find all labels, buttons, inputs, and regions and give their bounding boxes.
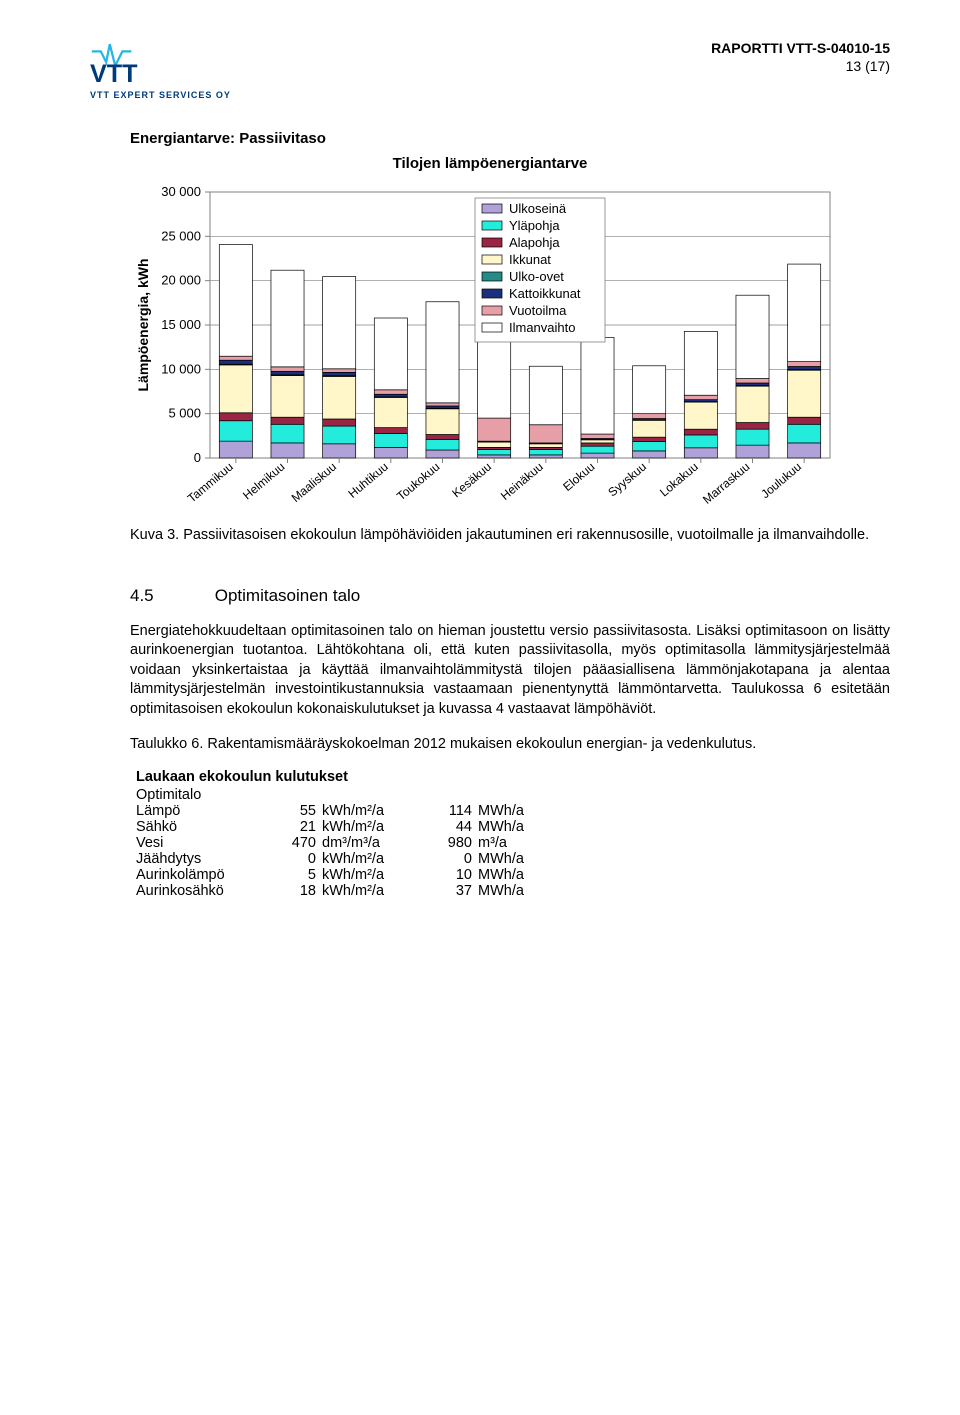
row-label: Aurinkosähkö [136,883,266,899]
svg-text:5 000: 5 000 [168,406,201,421]
svg-text:30 000: 30 000 [161,184,201,199]
svg-text:Maaliskuu: Maaliskuu [289,460,339,505]
table-title: Laukaan ekokoulun kulutukset [136,769,890,785]
table-row: Aurinkolämpö5kWh/m²/a10MWh/a [136,867,890,883]
svg-text:Toukokuu: Toukokuu [394,460,442,504]
page-number: 13 (17) [711,58,890,74]
row-value-2: 44 [412,819,472,835]
row-unit-2: MWh/a [472,851,558,867]
svg-text:Vuotoilma: Vuotoilma [509,303,567,318]
row-value-1: 5 [266,867,316,883]
row-unit-1: kWh/m²/a [316,867,412,883]
heading-number: 4.5 [130,586,210,606]
table-row: Aurinkosähkö18kWh/m²/a37MWh/a [136,883,890,899]
row-unit-1: kWh/m²/a [316,851,412,867]
svg-text:Heinäkuu: Heinäkuu [498,460,546,503]
figure-caption: Kuva 3. Passiivitasoisen ekokoulun lämpö… [130,526,890,546]
row-value-2: 10 [412,867,472,883]
svg-text:Alapohja: Alapohja [509,235,560,250]
row-label: Vesi [136,835,266,851]
paragraph-1: Energiatehokkuudeltaan optimitasoinen ta… [130,622,890,720]
logo-icon: VTT [90,40,180,88]
table-row: Lämpö55kWh/m²/a114MWh/a [136,803,890,819]
row-unit-1: kWh/m²/a [316,803,412,819]
svg-text:Yläpohja: Yläpohja [509,218,560,233]
report-id: RAPORTTI VTT-S-04010-15 [711,40,890,56]
svg-text:Ulkoseinä: Ulkoseinä [509,201,567,216]
svg-text:20 000: 20 000 [161,273,201,288]
row-unit-1: dm³/m³/a [316,835,412,851]
row-label: Lämpö [136,803,266,819]
row-value-1: 55 [266,803,316,819]
consumption-table: Laukaan ekokoulun kulutukset Optimitalo … [136,769,890,899]
table-row: Sähkö21kWh/m²/a44MWh/a [136,819,890,835]
header-right: RAPORTTI VTT-S-04010-15 13 (17) [711,40,890,74]
row-unit-1: kWh/m²/a [316,883,412,899]
row-unit-2: m³/a [472,835,558,851]
row-unit-1: kWh/m²/a [316,819,412,835]
heading-title: Optimitasoinen talo [215,586,361,605]
row-label: Sähkö [136,819,266,835]
svg-text:25 000: 25 000 [161,228,201,243]
row-unit-2: MWh/a [472,867,558,883]
svg-text:0: 0 [194,450,201,465]
svg-text:Kattoikkunat: Kattoikkunat [509,286,581,301]
svg-text:Helmikuu: Helmikuu [240,460,287,503]
table-subtitle: Optimitalo [136,787,890,803]
chart-svg: 0 5 000 10 000 15 000 20 000 25 000 30 000 Lämp… [130,178,850,508]
svg-text:Joulukuu: Joulukuu [758,460,804,502]
row-value-2: 980 [412,835,472,851]
svg-text:Lokakuu: Lokakuu [657,460,701,500]
svg-text:Syyskuu: Syyskuu [605,460,649,500]
svg-text:Ulko-ovet: Ulko-ovet [509,269,564,284]
chart-title: Tilojen lämpöenergiantarve [90,155,890,172]
svg-text:Lämpöenergia, kWh: Lämpöenergia, kWh [135,258,151,391]
row-label: Aurinkolämpö [136,867,266,883]
row-value-1: 470 [266,835,316,851]
svg-text:VTT: VTT [90,60,138,88]
logo-subtitle: VTT EXPERT SERVICES OY [90,90,231,100]
row-value-2: 0 [412,851,472,867]
page-header: VTT VTT EXPERT SERVICES OY RAPORTTI VTT-… [90,40,890,100]
row-value-1: 0 [266,851,316,867]
bar-chart: 0 5 000 10 000 15 000 20 000 25 000 30 000 Lämp… [130,178,890,508]
table-row: Jäähdytys0kWh/m²/a0MWh/a [136,851,890,867]
svg-text:Huhtikuu: Huhtikuu [345,460,390,501]
row-value-2: 114 [412,803,472,819]
section-title: Energiantarve: Passiivitaso [130,130,890,147]
row-unit-2: MWh/a [472,819,558,835]
row-unit-2: MWh/a [472,803,558,819]
svg-text:10 000: 10 000 [161,361,201,376]
row-unit-2: MWh/a [472,883,558,899]
svg-text:Elokuu: Elokuu [560,460,597,494]
row-value-1: 18 [266,883,316,899]
svg-text:Ilmanvaihto: Ilmanvaihto [509,320,575,335]
svg-text:Marraskuu: Marraskuu [700,460,752,507]
table-row: Vesi470dm³/m³/a980m³/a [136,835,890,851]
heading-4-5: 4.5 Optimitasoinen talo [130,586,890,606]
row-value-2: 37 [412,883,472,899]
row-label: Jäähdytys [136,851,266,867]
svg-text:15 000: 15 000 [161,317,201,332]
svg-text:Kesäkuu: Kesäkuu [449,460,494,501]
row-value-1: 21 [266,819,316,835]
svg-text:Ikkunat: Ikkunat [509,252,551,267]
vtt-logo: VTT VTT EXPERT SERVICES OY [90,40,231,100]
svg-text:Tammikuu: Tammikuu [185,460,236,506]
paragraph-2: Taulukko 6. Rakentamismääräyskokoelman 2… [130,735,890,755]
